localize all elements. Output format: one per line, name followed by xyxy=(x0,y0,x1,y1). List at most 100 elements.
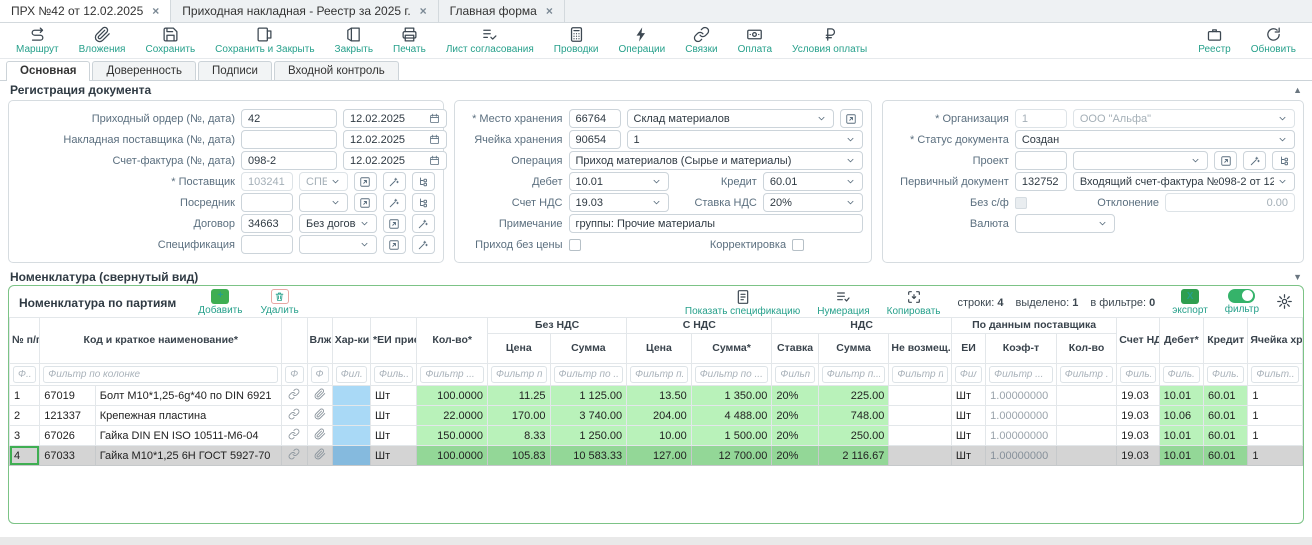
grid-cell[interactable]: 19.03 xyxy=(1116,385,1160,406)
column-header[interactable]: Кол-во* xyxy=(416,317,488,364)
column-header[interactable]: Коэф-т xyxy=(985,333,1057,364)
grid-cell[interactable]: 2 116.67 xyxy=(817,445,890,466)
window-tab[interactable]: Главная форма × xyxy=(439,0,565,22)
grid-cell[interactable]: 1.00000000 xyxy=(985,385,1057,406)
select-field[interactable]: ООО "Альфа" xyxy=(1072,109,1295,128)
grid-cell[interactable]: Крепежная пластина xyxy=(94,405,283,426)
grid-cell[interactable]: 3 740.00 xyxy=(549,405,628,426)
checkbox[interactable] xyxy=(792,238,805,251)
toolbar-links-button[interactable]: Связки xyxy=(675,25,727,56)
grid-cell[interactable]: 1 xyxy=(1247,405,1303,426)
grid-cell[interactable] xyxy=(281,425,308,446)
filter-input[interactable] xyxy=(374,366,414,383)
grid-cell[interactable]: 748.00 xyxy=(817,405,890,426)
text-field[interactable]: группы: Прочие материалы xyxy=(568,214,863,233)
column-header[interactable]: Хар-ки партии xyxy=(331,317,372,364)
date-field[interactable]: 12.02.2025 xyxy=(343,151,447,170)
grid-cell[interactable]: 2 xyxy=(9,405,41,426)
text-field[interactable]: 90654 xyxy=(568,130,621,149)
grid-cell[interactable]: 19.03 xyxy=(1116,405,1160,426)
date-field[interactable]: 12.02.2025 xyxy=(343,130,447,149)
grid-cell[interactable]: 19.03 xyxy=(1116,425,1160,446)
external-link-button[interactable] xyxy=(353,193,377,212)
grid-cell[interactable]: 20% xyxy=(771,425,819,446)
grid-cell[interactable]: 20% xyxy=(771,385,819,406)
grid-cell[interactable] xyxy=(888,385,952,406)
select-field[interactable]: СПЕЦИАЛЬНЫЕ МАТЕРИАЛЫ ООО xyxy=(299,172,348,191)
text-field[interactable] xyxy=(241,130,337,149)
select-field[interactable] xyxy=(1072,151,1208,170)
grid-cell[interactable]: Гайка M10*1,25 6Н ГОСТ 5927-70 xyxy=(94,445,283,466)
grid-cell[interactable]: 20% xyxy=(771,405,819,426)
grid-cell[interactable] xyxy=(306,445,333,466)
grid-show-spec-button[interactable]: Показать спецификацию xyxy=(685,289,800,317)
hierarchy-button[interactable] xyxy=(411,172,435,191)
column-header[interactable]: ЕИ xyxy=(950,333,987,364)
grid-cell[interactable]: 1.00000000 xyxy=(985,405,1057,426)
filter-input[interactable] xyxy=(954,366,983,383)
toolbar-postings-button[interactable]: Проводки xyxy=(544,25,609,56)
grid-cell[interactable] xyxy=(888,445,952,466)
select-field[interactable]: 19.03 xyxy=(568,193,669,212)
filter-input[interactable] xyxy=(420,366,484,383)
filter-input[interactable] xyxy=(694,366,769,383)
text-field[interactable]: 42 xyxy=(241,109,337,128)
toolbar-payment-terms-button[interactable]: Условия оплаты xyxy=(782,25,877,56)
toolbar-route-button[interactable]: Маршрут xyxy=(6,25,69,56)
toolbar-refresh-button[interactable]: Обновить xyxy=(1241,25,1306,56)
table-row[interactable]: 2 121337 Крепежная пластина Шт 22.0000 170.00… xyxy=(9,405,1303,426)
collapse-down-icon[interactable]: ▼ xyxy=(1293,272,1302,282)
text-field[interactable] xyxy=(241,193,293,212)
grid-cell[interactable] xyxy=(1055,385,1118,406)
grid-cell[interactable]: 121337 xyxy=(39,405,96,426)
grid-cell[interactable]: 60.01 xyxy=(1202,445,1249,466)
grid-cell[interactable]: 10.01 xyxy=(1158,425,1205,446)
window-tab[interactable]: Приходная накладная - Реестр за 2025 г. × xyxy=(171,0,439,22)
close-icon[interactable]: × xyxy=(545,4,553,18)
grid-cell[interactable] xyxy=(1055,425,1118,446)
checkbox[interactable] xyxy=(1014,196,1027,209)
filter-input[interactable] xyxy=(775,366,815,383)
grid-cell[interactable] xyxy=(281,385,308,406)
grid-cell[interactable]: Шт xyxy=(370,425,418,446)
filter-input[interactable] xyxy=(491,366,547,383)
grid-cell[interactable]: 1 xyxy=(1247,425,1303,446)
grid-delete-button[interactable]: Удалить xyxy=(260,289,299,316)
toolbar-approval-sheet-button[interactable]: Лист согласования xyxy=(436,25,544,56)
select-field[interactable]: 10.01 xyxy=(568,172,669,191)
text-field[interactable]: 34663 xyxy=(241,214,293,233)
magic-wand-button[interactable] xyxy=(411,214,435,233)
toolbar-operations-button[interactable]: Операции xyxy=(608,25,675,56)
external-link-button[interactable] xyxy=(839,109,863,128)
hierarchy-button[interactable] xyxy=(1272,151,1295,170)
filter-input[interactable] xyxy=(989,366,1053,383)
grid-cell[interactable] xyxy=(306,405,333,426)
column-header[interactable]: Цена xyxy=(626,333,692,364)
grid-cell[interactable] xyxy=(306,425,333,446)
filter-toggle[interactable]: фильтр xyxy=(1225,288,1259,315)
grid-cell[interactable]: 100.0000 xyxy=(416,445,488,466)
column-header[interactable]: Сумма* xyxy=(690,333,773,364)
select-field[interactable]: Склад материалов xyxy=(626,109,834,128)
select-field[interactable] xyxy=(299,193,348,212)
grid-cell[interactable]: 10.01 xyxy=(1158,385,1205,406)
table-row[interactable]: 3 67026 Гайка DIN EN ISO 10511-M6-04 Шт 150.… xyxy=(9,425,1303,446)
filter-input[interactable] xyxy=(821,366,886,383)
magic-wand-button[interactable] xyxy=(411,235,435,254)
grid-cell[interactable] xyxy=(281,445,308,466)
toolbar-registry-button[interactable]: Реестр xyxy=(1188,25,1241,56)
text-field[interactable]: 132752 xyxy=(1014,172,1067,191)
grid-settings-button[interactable] xyxy=(1276,293,1293,313)
filter-input[interactable] xyxy=(13,366,37,383)
filter-input[interactable] xyxy=(43,366,279,383)
text-field[interactable] xyxy=(1014,151,1067,170)
grid-add-button[interactable]: + Добавить xyxy=(198,289,242,316)
column-header[interactable]: Цена xyxy=(487,333,551,364)
grid-cell[interactable]: 11.25 xyxy=(487,385,551,406)
grid-cell[interactable]: 10 583.33 xyxy=(549,445,628,466)
grid-cell[interactable]: 1.00000000 xyxy=(985,425,1057,446)
grid-cell[interactable]: 20% xyxy=(771,445,819,466)
toolbar-print-button[interactable]: Печать xyxy=(383,25,436,56)
grid-cell[interactable]: 1 xyxy=(9,385,41,406)
